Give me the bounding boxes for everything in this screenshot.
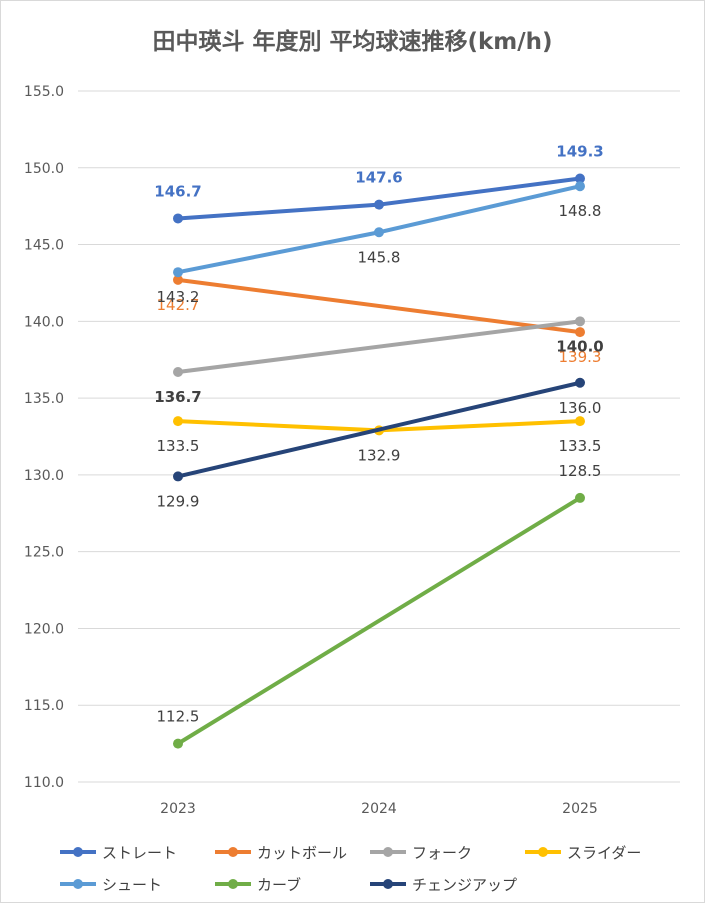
- legend-marker: [383, 847, 393, 857]
- data-point: [575, 377, 585, 388]
- legend-label: カーブ: [257, 876, 301, 894]
- data-label: 133.5: [559, 437, 602, 455]
- legend-marker: [383, 879, 393, 889]
- data-point: [575, 492, 585, 503]
- data-label: 139.3: [559, 348, 602, 366]
- data-label: 112.5: [157, 708, 200, 726]
- data-label: 145.8: [358, 248, 401, 266]
- data-point: [575, 316, 585, 327]
- data-label: 148.8: [559, 202, 602, 220]
- data-point: [173, 471, 183, 482]
- data-label: 136.7: [154, 388, 201, 406]
- legend-label: チェンジアップ: [412, 876, 517, 894]
- data-point: [173, 738, 183, 749]
- data-label: 146.7: [154, 182, 201, 200]
- data-point: [575, 181, 585, 192]
- data-label: 129.9: [157, 492, 200, 510]
- x-tick-label: 2023: [160, 801, 196, 817]
- series-line: [176, 495, 582, 746]
- data-label: 143.2: [157, 288, 200, 306]
- legend-label: シュート: [102, 876, 162, 894]
- data-point: [173, 274, 183, 285]
- data-label: 132.9: [358, 446, 401, 464]
- data-label: 133.5: [157, 437, 200, 455]
- legend-marker: [228, 847, 238, 857]
- legend-marker: [538, 847, 548, 857]
- x-tick-label: 2025: [562, 801, 598, 817]
- legend-label: スライダー: [567, 844, 641, 862]
- data-point: [173, 416, 183, 427]
- data-point: [575, 173, 585, 184]
- legend-label: ストレート: [102, 844, 177, 862]
- data-point: [374, 199, 384, 210]
- legend-marker: [228, 879, 238, 889]
- data-point: [374, 227, 384, 238]
- data-label: 142.7: [157, 296, 200, 314]
- series-line: [176, 277, 582, 335]
- data-label: 136.0: [559, 399, 602, 417]
- y-tick-label: 120.0: [24, 621, 64, 637]
- legend-marker: [73, 847, 83, 857]
- data-point: [173, 267, 183, 278]
- legend-marker: [73, 879, 83, 889]
- legend-label: カットボール: [257, 844, 347, 862]
- data-label: 147.6: [355, 169, 402, 187]
- x-tick-label: 2024: [361, 801, 397, 817]
- y-tick-label: 125.0: [24, 545, 64, 561]
- legend-label: フォーク: [412, 844, 472, 862]
- series-line: [176, 380, 582, 479]
- y-tick-label: 155.0: [24, 84, 64, 100]
- y-tick-label: 140.0: [24, 314, 64, 330]
- data-point: [173, 213, 183, 224]
- series-line: [176, 319, 582, 375]
- data-point: [173, 367, 183, 378]
- data-label: 128.5: [559, 462, 602, 480]
- data-point: [575, 416, 585, 427]
- y-tick-label: 150.0: [24, 161, 64, 177]
- y-tick-label: 135.0: [24, 391, 64, 407]
- y-tick-label: 145.0: [24, 238, 64, 254]
- chart-title: 田中瑛斗 年度別 平均球速推移(km/h): [152, 29, 553, 55]
- y-tick-label: 110.0: [24, 775, 64, 791]
- y-tick-label: 115.0: [24, 698, 64, 714]
- data-point: [575, 327, 585, 338]
- data-label: 149.3: [556, 143, 603, 161]
- y-tick-label: 130.0: [24, 468, 64, 484]
- data-label: 140.0: [556, 337, 603, 355]
